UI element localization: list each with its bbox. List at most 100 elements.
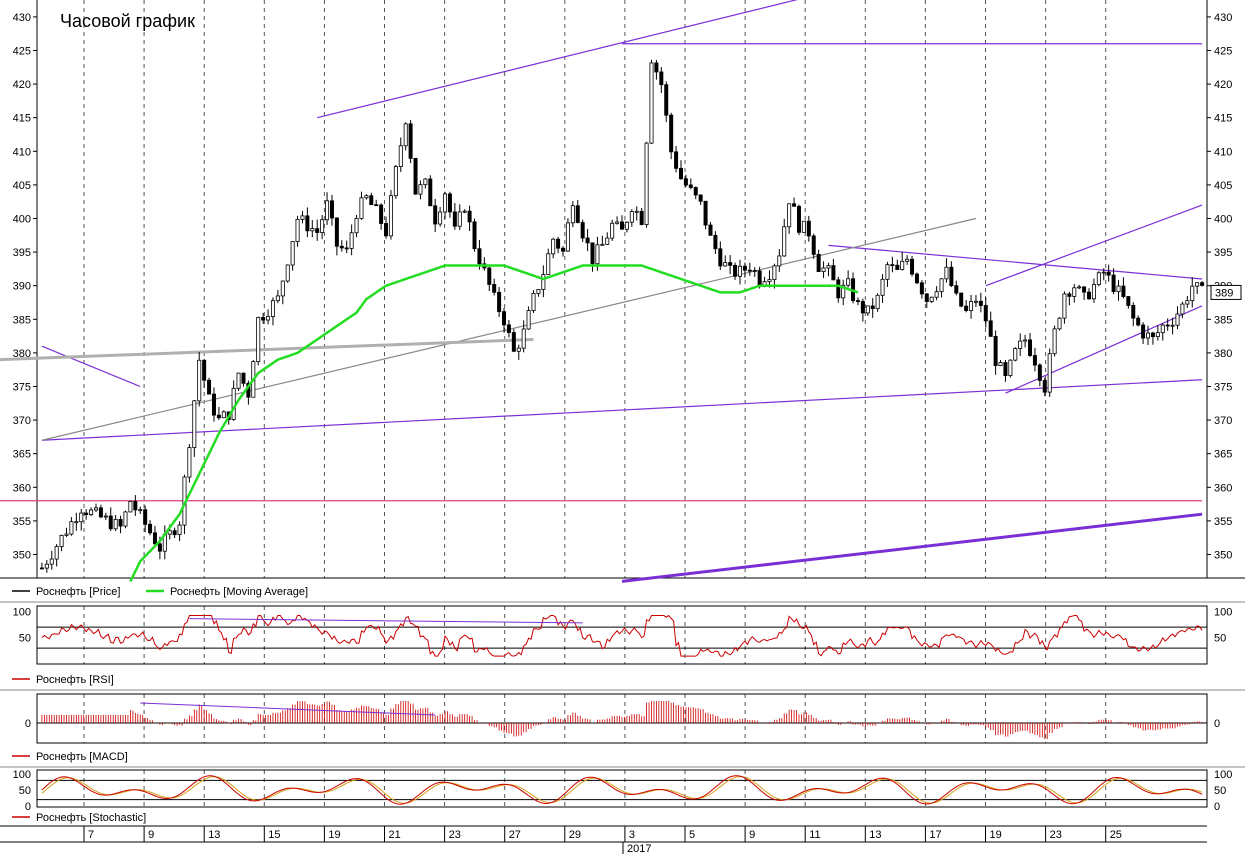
current-price-box [1210, 284, 1242, 300]
candle-body [624, 221, 629, 230]
rsi-panel: 100 100 50 50 [13, 606, 1232, 657]
candle-body [718, 248, 723, 267]
candle-body [443, 193, 448, 213]
candle-body [983, 305, 988, 322]
candle-body [1028, 339, 1033, 356]
candle-body [924, 293, 929, 302]
candle-body [438, 211, 443, 225]
candle-body [595, 244, 600, 265]
candle-body [890, 264, 895, 267]
legend-rsi-label: Роснефть [RSI] [36, 674, 114, 686]
candle-body [1057, 317, 1062, 330]
rsi-tick-50-left: 50 [19, 633, 31, 645]
stoch-tick-0-left: 0 [25, 801, 31, 813]
candle-body [703, 200, 708, 226]
stoch-tick-100-right: 100 [1214, 769, 1232, 781]
y-tick-label-left: 355 [13, 516, 31, 528]
candle-body [300, 215, 305, 220]
candle-body [334, 217, 339, 247]
candle-body [157, 543, 162, 552]
y-tick-label-left: 350 [13, 550, 31, 562]
trend-line [317, 0, 799, 119]
candle-body [905, 258, 910, 262]
y-tick-label-left: 380 [13, 348, 31, 360]
candle-body [98, 507, 103, 518]
candle-body [580, 222, 585, 239]
candle-body [910, 258, 915, 275]
candle-body [270, 300, 275, 317]
candle-body [236, 372, 241, 389]
candle-body [497, 291, 502, 313]
candle-body [433, 205, 438, 225]
candle-body [1165, 324, 1170, 327]
candle-body [767, 279, 772, 283]
y-tick-label-right: 375 [1214, 382, 1232, 394]
candle-body [280, 280, 285, 297]
y-tick-label-left: 420 [13, 79, 31, 91]
candle-body [1047, 353, 1052, 393]
candle-body [452, 211, 457, 227]
x-tick-label: 19 [328, 829, 340, 841]
candle-body [787, 203, 792, 228]
candle-body [664, 84, 669, 116]
candle-body [556, 238, 561, 249]
candle-body [103, 515, 108, 518]
candle-body [620, 221, 625, 230]
candle-body [969, 301, 974, 311]
moving-average-line [129, 264, 859, 582]
candle-body [880, 278, 885, 296]
candle-body [477, 248, 482, 265]
candle-body [349, 232, 354, 249]
macd-divergence-line [140, 702, 436, 716]
trend-line [41, 345, 141, 388]
candle-body [403, 123, 408, 147]
candle-body [693, 187, 698, 196]
candle-body [467, 210, 472, 223]
x-tick-label: 7 [88, 829, 94, 841]
y-tick-label-right: 400 [1214, 214, 1232, 226]
y-tick-label-right: 360 [1214, 482, 1232, 494]
candle-body [855, 300, 860, 302]
candle-body [216, 414, 221, 419]
candle-body [929, 296, 934, 302]
candle-body [1160, 324, 1165, 334]
candle-body [1116, 285, 1121, 293]
candle-body [565, 222, 570, 252]
candle-body [413, 157, 418, 195]
candle-body [1180, 303, 1185, 315]
rsi-divergence-line [189, 618, 583, 624]
candle-body [934, 291, 939, 298]
y-tick-label-right: 350 [1214, 550, 1232, 562]
candle-body [816, 253, 821, 272]
candle-body [811, 235, 816, 255]
legends: Роснефть [Price] Роснефть [Moving Average… [12, 586, 308, 824]
candle-body [64, 533, 69, 536]
candle-body [949, 266, 954, 287]
candle-body [93, 507, 98, 511]
rsi-tick-100-right: 100 [1214, 606, 1232, 618]
candle-body [792, 203, 797, 207]
candle-body [374, 204, 379, 207]
candle-body [570, 205, 575, 224]
stochastic-panel: 100 100 50 50 0 0 [13, 769, 1233, 813]
candle-body [369, 195, 374, 206]
y-tick-label-left: 415 [13, 113, 31, 125]
candle-body [1190, 285, 1195, 302]
candle-body [511, 332, 516, 352]
candle-body [211, 393, 216, 416]
candle-body [128, 501, 133, 513]
legend-macd-label: Роснефть [MACD] [36, 751, 128, 763]
candle-body [728, 262, 733, 266]
candle-body [290, 241, 295, 266]
candle-body [393, 166, 398, 197]
candle-body [1018, 340, 1023, 349]
candle-body [221, 411, 226, 419]
candle-body [836, 279, 841, 299]
candle-body [384, 223, 389, 237]
candle-body [998, 362, 1003, 366]
candle-body [54, 546, 59, 560]
candle-body [388, 195, 393, 237]
y-tick-label-left: 365 [13, 449, 31, 461]
price-y-axis: 350 350 355 355 360 360 365 365 370 370 375 375 380 3… [13, 12, 1242, 562]
candle-body [305, 215, 310, 232]
